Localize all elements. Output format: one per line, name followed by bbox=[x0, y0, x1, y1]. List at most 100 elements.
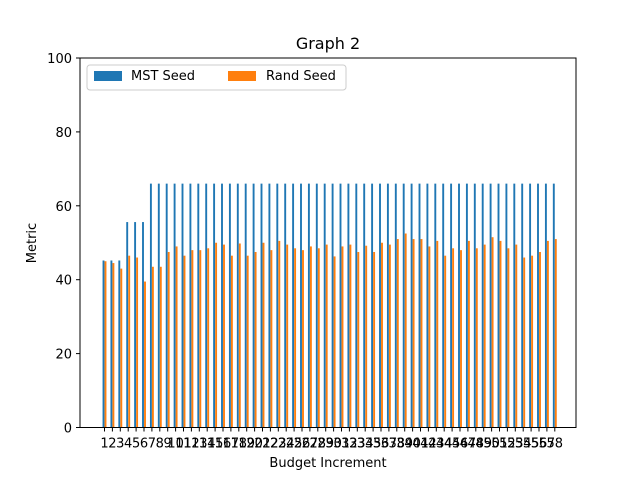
legend-swatch-rand-seed bbox=[228, 71, 256, 81]
bar-rand-seed-18 bbox=[238, 243, 241, 428]
bar-rand-seed-28 bbox=[317, 248, 320, 428]
x-tick-label: 43 bbox=[428, 437, 445, 452]
x-tick-label: 1 bbox=[100, 437, 108, 452]
bar-rand-seed-16 bbox=[223, 244, 225, 428]
bar-mst-seed-17 bbox=[228, 183, 231, 428]
x-tick-label: 48 bbox=[468, 437, 485, 452]
x-tick-label: 44 bbox=[436, 437, 453, 452]
bar-rand-seed-24 bbox=[286, 244, 289, 428]
bar-mst-seed-54 bbox=[521, 183, 524, 428]
x-tick-label: 41 bbox=[412, 437, 429, 452]
y-tick-label: 100 bbox=[47, 52, 72, 67]
bar-mst-seed-9 bbox=[165, 183, 168, 428]
bar-rand-seed-56 bbox=[539, 251, 541, 428]
bar-rand-seed-26 bbox=[302, 250, 304, 428]
y-axis-ticks: 0 20 40 60 80 100 bbox=[47, 52, 80, 437]
x-tick-label: 25 bbox=[286, 437, 303, 452]
bar-mst-seed-57 bbox=[544, 183, 547, 428]
x-tick-label: 27 bbox=[302, 437, 319, 452]
bar-mst-seed-38 bbox=[394, 183, 397, 428]
bar-rand-seed-1 bbox=[104, 261, 107, 428]
bar-mst-seed-33 bbox=[355, 183, 358, 428]
bar-rand-seed-47 bbox=[467, 240, 470, 428]
bar-mst-seed-50 bbox=[489, 183, 492, 428]
x-tick-label: 40 bbox=[404, 437, 421, 452]
bar-rand-seed-44 bbox=[444, 255, 447, 428]
x-tick-label: 11 bbox=[175, 437, 192, 452]
x-tick-label: 5 bbox=[132, 437, 140, 452]
bar-mst-seed-1 bbox=[102, 260, 105, 428]
x-tick-label: 23 bbox=[270, 437, 287, 452]
bar-rand-seed-12 bbox=[191, 250, 194, 428]
bar-rand-seed-14 bbox=[207, 248, 210, 428]
x-tick-label: 35 bbox=[365, 437, 382, 452]
bar-rand-seed-37 bbox=[388, 244, 391, 428]
bar-mst-seed-44 bbox=[442, 183, 445, 428]
x-tick-label: 15 bbox=[207, 437, 224, 452]
bar-rand-seed-39 bbox=[404, 233, 407, 428]
bar-rand-seed-23 bbox=[278, 240, 281, 428]
bars-group bbox=[102, 183, 557, 428]
x-tick-label: 37 bbox=[381, 437, 398, 452]
bar-mst-seed-35 bbox=[371, 183, 374, 428]
x-tick-label: 22 bbox=[262, 437, 279, 452]
bar-rand-seed-46 bbox=[460, 250, 462, 428]
x-tick-label: 52 bbox=[499, 437, 516, 452]
x-tick-label: 4 bbox=[124, 437, 132, 452]
bar-rand-seed-58 bbox=[554, 239, 557, 428]
x-tick-label: 17 bbox=[223, 437, 240, 452]
x-tick-label: 28 bbox=[310, 437, 327, 452]
bar-rand-seed-15 bbox=[215, 242, 218, 428]
bar-rand-seed-54 bbox=[523, 257, 526, 428]
bar-rand-seed-11 bbox=[183, 255, 186, 428]
bar-rand-seed-25 bbox=[294, 248, 297, 428]
bar-mst-seed-32 bbox=[347, 183, 350, 428]
bar-mst-seed-51 bbox=[497, 183, 500, 428]
bar-rand-seed-53 bbox=[515, 244, 518, 428]
bar-rand-seed-55 bbox=[531, 255, 534, 428]
x-tick-label: 32 bbox=[341, 437, 358, 452]
bar-rand-seed-50 bbox=[491, 237, 494, 428]
x-tick-label: 53 bbox=[507, 437, 524, 452]
x-tick-label: 29 bbox=[317, 437, 334, 452]
x-tick-label: 51 bbox=[491, 437, 508, 452]
bar-rand-seed-21 bbox=[262, 242, 265, 428]
x-tick-label: 6 bbox=[140, 437, 148, 452]
y-tick-label: 60 bbox=[55, 200, 72, 215]
bar-rand-seed-22 bbox=[270, 250, 273, 428]
bar-mst-seed-30 bbox=[331, 183, 334, 428]
bar-mst-seed-52 bbox=[505, 183, 508, 428]
bar-rand-seed-3 bbox=[120, 268, 123, 428]
x-tick-label: 50 bbox=[483, 437, 500, 452]
bar-rand-seed-57 bbox=[546, 240, 549, 428]
x-tick-label: 18 bbox=[231, 437, 248, 452]
bar-mst-seed-12 bbox=[189, 183, 192, 428]
y-tick-label: 40 bbox=[55, 274, 72, 289]
legend: MST Seed Rand Seed bbox=[86, 64, 347, 91]
bar-mst-seed-3 bbox=[118, 260, 121, 428]
bar-rand-seed-6 bbox=[144, 281, 146, 428]
x-tick-label: 45 bbox=[444, 437, 461, 452]
bar-mst-seed-55 bbox=[529, 183, 532, 428]
bar-mst-seed-41 bbox=[418, 183, 421, 428]
x-tick-label: 9 bbox=[164, 437, 172, 452]
bar-mst-seed-34 bbox=[363, 183, 366, 428]
x-tick-label: 54 bbox=[515, 437, 532, 452]
bar-rand-seed-2 bbox=[112, 263, 115, 428]
bar-mst-seed-27 bbox=[307, 183, 310, 428]
x-tick-label: 14 bbox=[199, 437, 216, 452]
bar-mst-seed-23 bbox=[276, 183, 279, 428]
x-axis-label: Budget Increment bbox=[269, 456, 386, 471]
bar-rand-seed-51 bbox=[499, 240, 502, 428]
bar-rand-seed-27 bbox=[309, 246, 312, 428]
bar-mst-seed-45 bbox=[450, 183, 453, 428]
x-tick-label: 55 bbox=[523, 437, 540, 452]
x-tick-label: 26 bbox=[294, 437, 311, 452]
bar-rand-seed-7 bbox=[151, 266, 154, 428]
x-tick-label: 47 bbox=[460, 437, 477, 452]
bar-rand-seed-5 bbox=[136, 257, 139, 428]
bar-mst-seed-18 bbox=[236, 183, 239, 428]
bar-mst-seed-13 bbox=[197, 183, 200, 428]
x-tick-label: 12 bbox=[183, 437, 200, 452]
bar-mst-seed-20 bbox=[252, 183, 255, 428]
